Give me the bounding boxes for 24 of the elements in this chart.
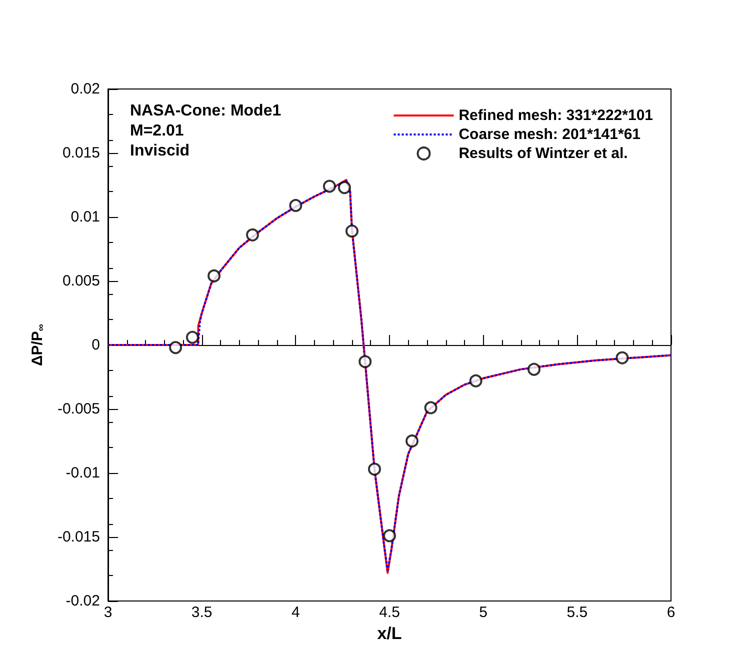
y-tick-label: 0.015: [62, 144, 100, 162]
y-tick-label: -0.005: [57, 400, 100, 418]
x-tick-label: 5: [479, 604, 488, 621]
y-tick-label: 0: [92, 336, 100, 354]
y-tick-label: 0.02: [70, 80, 100, 98]
y-tick-label: 0.01: [70, 208, 100, 226]
y-tick-label: 0.005: [62, 272, 100, 290]
annotation: M=2.01: [130, 122, 184, 140]
y-tick-label: -0.02: [66, 592, 100, 610]
x-axis-title: x/L: [377, 624, 402, 643]
annotation: NASA-Cone: Mode1: [130, 102, 282, 120]
legend-label: Results of Wintzer et al.: [458, 145, 628, 162]
x-tick-label: 4: [291, 604, 300, 621]
x-tick-label: 5.5: [566, 604, 588, 621]
x-tick-label: 3: [104, 604, 112, 621]
x-tick-label: 4.5: [379, 604, 400, 621]
legend-label: Coarse mesh: 201*141*61: [458, 126, 641, 143]
legend-label: Refined mesh: 331*222*101: [458, 107, 654, 124]
x-tick-label: 3.5: [191, 604, 212, 621]
annotation: Inviscid: [130, 142, 190, 160]
x-tick-label: 6: [666, 604, 676, 621]
y-tick-label: -0.01: [66, 464, 100, 482]
y-axis-title: ΔP/P∞: [29, 324, 48, 366]
y-tick-label: -0.015: [57, 528, 100, 546]
